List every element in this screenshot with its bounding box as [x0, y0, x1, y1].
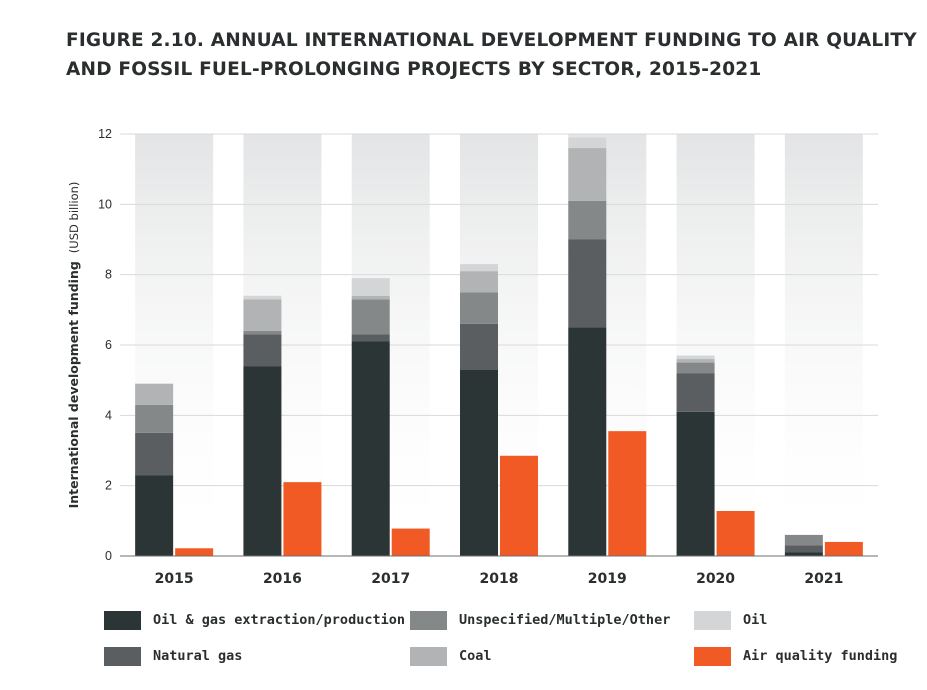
bar-segment [351, 295, 390, 300]
bar-segment [460, 271, 498, 293]
chart-title: FIGURE 2.10. ANNUAL INTERNATIONAL DEVELO… [66, 26, 917, 84]
bar-segment [676, 355, 715, 360]
legend-swatch [104, 646, 141, 666]
bar-segment [243, 295, 282, 300]
y-tick-label: 8 [105, 268, 112, 282]
x-tick-label: 2018 [480, 571, 519, 587]
legend-swatch [410, 610, 447, 630]
y-tick-label: 10 [98, 197, 112, 211]
bar-segment [243, 334, 282, 367]
bar-segment [568, 327, 607, 556]
legend-label: Oil & gas extraction/production [153, 612, 405, 628]
air-quality-bar [500, 455, 538, 556]
legend-item-natural-gas: Natural gas [104, 646, 242, 666]
bar-segment [460, 264, 498, 272]
bar-segment [676, 411, 715, 556]
chart-title-line-2: AND FOSSIL FUEL-PROLONGING PROJECTS BY S… [66, 59, 762, 80]
y-tick-label: 4 [105, 408, 112, 422]
bar-segment [568, 239, 607, 328]
y-tick-label: 0 [105, 549, 112, 563]
legend-swatch [410, 646, 447, 666]
bar-segment [243, 299, 282, 331]
x-tick-label: 2019 [588, 571, 627, 587]
y-axis-label-unit: (USD billion) [67, 182, 81, 254]
x-tick-label: 2015 [155, 571, 194, 587]
bar-segment [351, 299, 390, 335]
bar-segment [568, 148, 607, 201]
air-quality-bar [283, 482, 322, 556]
legend-label: Unspecified/Multiple/Other [459, 612, 671, 628]
bars [135, 137, 863, 556]
bar-segment [135, 432, 174, 476]
bar-segment [351, 334, 390, 342]
legend-swatch [694, 610, 731, 630]
y-tick-label: 6 [105, 338, 112, 352]
legend-item-coal: Coal [410, 646, 492, 666]
legend-swatch [694, 646, 731, 666]
air-quality-bar [608, 431, 647, 556]
bar-segment [135, 383, 174, 405]
x-tick-labels: 2015 2016 2017 2018 2019 2020 2021 [155, 571, 844, 587]
x-tick-label: 2021 [804, 571, 843, 587]
y-tick-label: 2 [105, 479, 112, 493]
air-quality-bar [824, 541, 863, 556]
y-tick-label: 12 [98, 127, 112, 141]
legend-label: Coal [459, 648, 492, 664]
bar-segment [676, 359, 715, 363]
legend-swatch [104, 610, 141, 630]
air-quality-bar [716, 510, 755, 556]
air-quality-bar [175, 548, 214, 556]
bar-segment [568, 137, 607, 149]
legend-label: Air quality funding [743, 648, 898, 664]
bar-segment [243, 366, 282, 556]
x-tick-label: 2017 [371, 571, 410, 587]
bar-segment [676, 373, 715, 412]
legend-label: Natural gas [153, 648, 243, 664]
x-tick-label: 2016 [263, 571, 302, 587]
bar-segment [460, 323, 498, 370]
bar-segment [243, 330, 282, 335]
bar-segment [568, 200, 607, 240]
bar-segment [460, 369, 498, 556]
legend-item-air-quality: Air quality funding [694, 646, 897, 666]
y-axis-label: International development funding (USD b… [66, 182, 81, 509]
bar-segment [784, 552, 823, 556]
bar-segment [135, 404, 174, 433]
stacked-bar-chart: 0 2 4 6 8 10 12 2015 2016 2017 2018 2019 2020 2021 I… [66, 127, 878, 587]
bar-segment [351, 341, 390, 556]
x-tick-label: 2020 [696, 571, 735, 587]
bar-segment [460, 292, 498, 324]
legend-item-unspecified: Unspecified/Multiple/Other [410, 610, 670, 630]
legend-item-oil: Oil [694, 610, 767, 630]
y-axis-label-main: International development funding [66, 261, 81, 508]
bar-segment [135, 475, 174, 556]
bar-segment [784, 534, 823, 546]
chart-title-line-1: FIGURE 2.10. ANNUAL INTERNATIONAL DEVELO… [66, 30, 917, 51]
air-quality-bar [391, 528, 430, 556]
legend-label: Oil [743, 612, 768, 628]
bar-segment [784, 545, 823, 553]
bar-segment [676, 362, 715, 374]
bar-segment [351, 278, 390, 296]
legend: Oil & gas extraction/production Unspecif… [104, 610, 904, 670]
legend-item-oil-gas-extraction: Oil & gas extraction/production [104, 610, 405, 630]
y-tick-labels: 0 2 4 6 8 10 12 [98, 127, 112, 563]
